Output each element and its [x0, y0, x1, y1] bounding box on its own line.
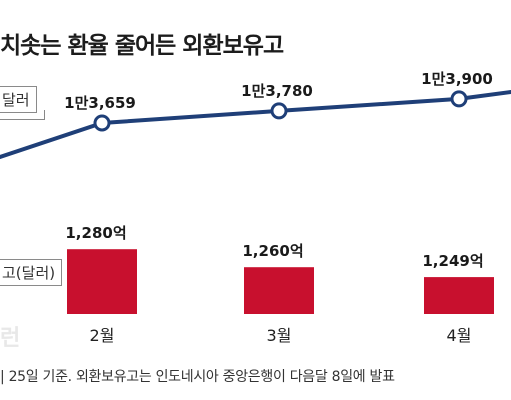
watermark: 런	[0, 326, 21, 351]
x-tick-label: 3월	[266, 326, 292, 345]
line-value-label: 1만3,659	[64, 94, 136, 112]
legend-leader-line	[44, 110, 45, 120]
line-value-label: 1만3,900	[421, 70, 493, 88]
line-point	[450, 90, 468, 108]
chart-title: 치솟는 환율 줄어든 외환보유고	[0, 33, 284, 59]
line-point	[93, 114, 111, 132]
x-tick-label: 2월	[89, 326, 115, 345]
bar	[67, 249, 137, 314]
bar	[424, 277, 494, 314]
bar-value-label: 1,249억	[422, 252, 483, 270]
legend-reserves: 고(달러)	[0, 259, 63, 286]
bar	[244, 267, 314, 314]
line-value-label: 1만3,780	[241, 82, 313, 100]
bar-value-label: 1,280억	[65, 224, 126, 242]
x-tick-label: 4월	[446, 326, 472, 345]
bar-value-label: 1,260억	[242, 242, 303, 260]
line-point	[270, 102, 288, 120]
legend-exchange-rate: 달러	[0, 86, 37, 113]
legend-leader-line	[0, 119, 44, 120]
footnote: | 25일 기준. 외환보유고는 인도네시아 중앙은행이 다음달 8일에 발표	[0, 369, 395, 385]
